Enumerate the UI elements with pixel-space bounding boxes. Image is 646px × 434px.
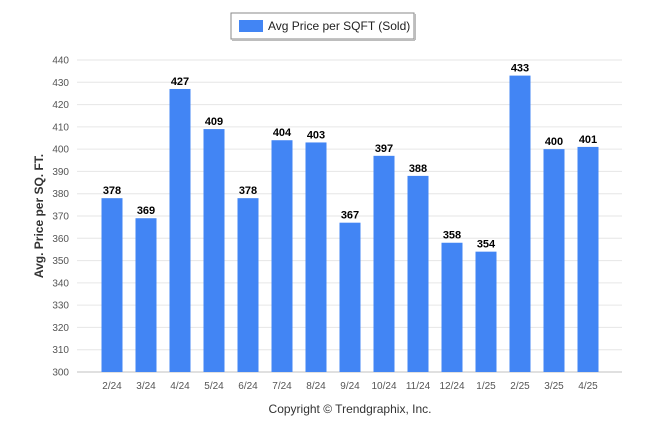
y-axis-ticks: 300 310 320 330 340 350 360 370 380 390 400 410 420 4… <box>52 56 69 379</box>
bar[interactable] <box>135 218 157 372</box>
x-tick-label: 1/25 <box>476 381 496 392</box>
data-label: 409 <box>205 116 223 128</box>
y-tick-label: 390 <box>52 167 69 178</box>
data-label: 388 <box>409 163 427 175</box>
bars <box>101 75 599 372</box>
data-label: 378 <box>239 185 257 197</box>
y-tick-label: 370 <box>52 212 69 223</box>
x-tick-label: 7/24 <box>272 381 292 392</box>
x-tick-label: 9/24 <box>340 381 360 392</box>
bar[interactable] <box>509 75 531 372</box>
y-tick-label: 310 <box>52 345 69 356</box>
copyright-text: Copyright © Trendgraphix, Inc. <box>269 402 432 416</box>
y-tick-label: 380 <box>52 189 69 200</box>
y-tick-label: 300 <box>52 368 69 379</box>
legend[interactable]: Avg Price per SQFT (Sold) <box>230 12 416 41</box>
x-axis-ticks: 2/24 3/24 4/24 5/24 6/24 7/24 8/24 9/24 10/24 11/… <box>102 381 598 392</box>
bar[interactable] <box>339 222 361 372</box>
data-label: 367 <box>341 210 359 222</box>
x-tick-label: 6/24 <box>238 381 258 392</box>
data-label: 401 <box>579 134 597 146</box>
x-tick-label: 3/25 <box>544 381 564 392</box>
y-tick-label: 440 <box>52 56 69 67</box>
x-tick-label: 2/24 <box>102 381 122 392</box>
bar[interactable] <box>475 251 497 372</box>
data-label: 397 <box>375 143 393 155</box>
x-tick-label: 12/24 <box>439 381 464 392</box>
y-tick-label: 400 <box>52 145 69 156</box>
data-label: 427 <box>171 76 189 88</box>
bar[interactable] <box>305 142 327 372</box>
y-tick-label: 430 <box>52 78 69 89</box>
y-tick-label: 340 <box>52 278 69 289</box>
x-tick-label: 4/24 <box>170 381 190 392</box>
bar[interactable] <box>441 242 463 372</box>
y-tick-label: 330 <box>52 301 69 312</box>
bar[interactable] <box>169 88 191 372</box>
data-label: 433 <box>511 63 529 75</box>
data-labels: 378 369 427 409 378 404 403 367 397 388 358 354 433 4… <box>103 63 597 251</box>
bar[interactable] <box>101 198 123 372</box>
legend-swatch <box>239 20 263 32</box>
data-label: 358 <box>443 230 461 242</box>
y-tick-label: 360 <box>52 234 69 245</box>
x-tick-label: 10/24 <box>371 381 396 392</box>
y-tick-label: 410 <box>52 122 69 133</box>
bar[interactable] <box>407 175 429 372</box>
x-tick-label: 3/24 <box>136 381 156 392</box>
x-tick-label: 5/24 <box>204 381 224 392</box>
bar[interactable] <box>577 146 599 372</box>
data-label: 403 <box>307 129 325 141</box>
y-tick-label: 420 <box>52 100 69 111</box>
legend-label: Avg Price per SQFT (Sold) <box>268 19 410 33</box>
y-tick-label: 320 <box>52 323 69 334</box>
bar[interactable] <box>203 129 225 372</box>
y-tick-label: 350 <box>52 256 69 267</box>
data-label: 378 <box>103 185 121 197</box>
x-tick-label: 4/25 <box>578 381 598 392</box>
bar[interactable] <box>237 198 259 372</box>
y-axis-label: Avg. Price per SQ. FT. <box>32 154 46 278</box>
x-tick-label: 8/24 <box>306 381 326 392</box>
data-label: 400 <box>545 136 563 148</box>
x-tick-label: 2/25 <box>510 381 530 392</box>
data-label: 404 <box>273 127 292 139</box>
bar[interactable] <box>271 140 293 372</box>
bar[interactable] <box>373 155 395 372</box>
data-label: 354 <box>477 239 496 251</box>
data-label: 369 <box>137 205 155 217</box>
bar[interactable] <box>543 149 565 372</box>
x-tick-label: 11/24 <box>406 381 431 392</box>
